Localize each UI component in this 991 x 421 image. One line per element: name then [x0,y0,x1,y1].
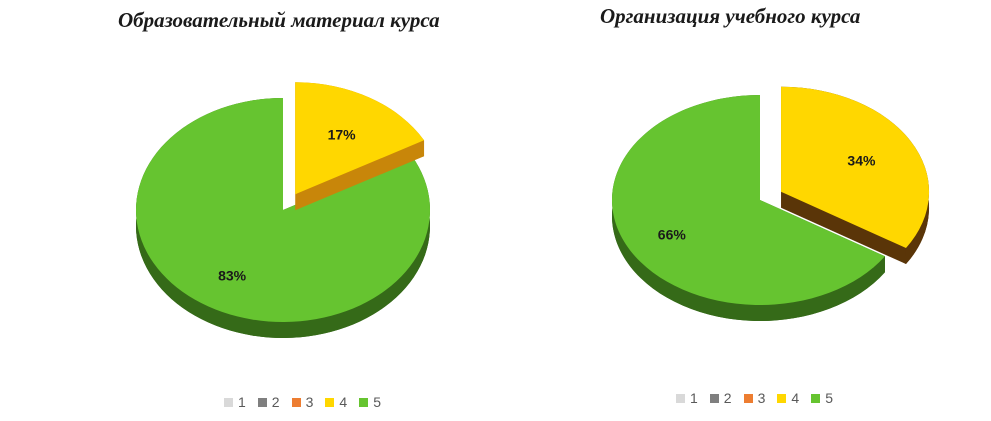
legend-item-1: 1 [224,394,246,410]
slice-wall-4 [295,140,425,211]
legend-item-4: 4 [325,394,347,410]
legend-swatch [257,397,267,407]
slice-4 [295,82,425,195]
slice-5 [136,98,430,323]
legend-label: 3 [305,394,314,410]
legend-label: 4 [339,394,348,410]
legend-item-5: 5 [359,394,381,410]
legend-swatch [325,397,335,407]
legend-swatch [743,393,753,403]
legend-label: 3 [757,390,766,406]
legend-item-3: 3 [743,390,766,406]
pie-chart: 17% 83% [135,82,430,338]
legend-swatch [811,393,821,403]
legend-label: 1 [690,390,698,406]
legend-swatch [359,397,369,407]
legend-swatch [709,393,719,403]
data-label-4: 17% [328,126,357,142]
slice-4 [781,86,930,249]
slice-5 [612,95,885,306]
legend-label: 4 [791,390,800,406]
legend-item-2: 2 [709,390,732,406]
data-label-5: 83% [218,268,247,284]
legend-item-3: 3 [291,394,314,410]
legend-label: 5 [373,394,381,410]
data-label-4: 34% [847,152,876,168]
legend-swatch [676,393,685,403]
legend-swatch [291,397,301,407]
legend-item-5: 5 [811,390,833,406]
legend: 1 2 3 4 5 [224,394,381,410]
legend-label: 2 [723,390,732,406]
legend-item-1: 1 [676,390,698,406]
legend-label: 5 [825,390,833,406]
legend-swatch [777,393,787,403]
chart-title: Организация учебного курса [600,4,861,28]
data-label-5: 66% [658,226,687,242]
chart-course-material: Образовательный материал курса 17% 83% 1 2… [118,8,440,410]
slice-wall-4 [781,191,906,265]
legend-label: 1 [238,394,246,410]
chart-title: Образовательный материал курса [118,8,440,32]
legend-swatch [224,397,233,407]
legend-label: 2 [271,394,280,410]
legend-item-2: 2 [257,394,280,410]
legend-item-4: 4 [777,390,799,406]
legend: 1 2 3 4 5 [676,390,833,406]
pie-chart: 34% 66% [612,86,930,322]
chart-course-organization: Организация учебного курса 34% 66% 1 2 3 4 5 [496,0,991,421]
